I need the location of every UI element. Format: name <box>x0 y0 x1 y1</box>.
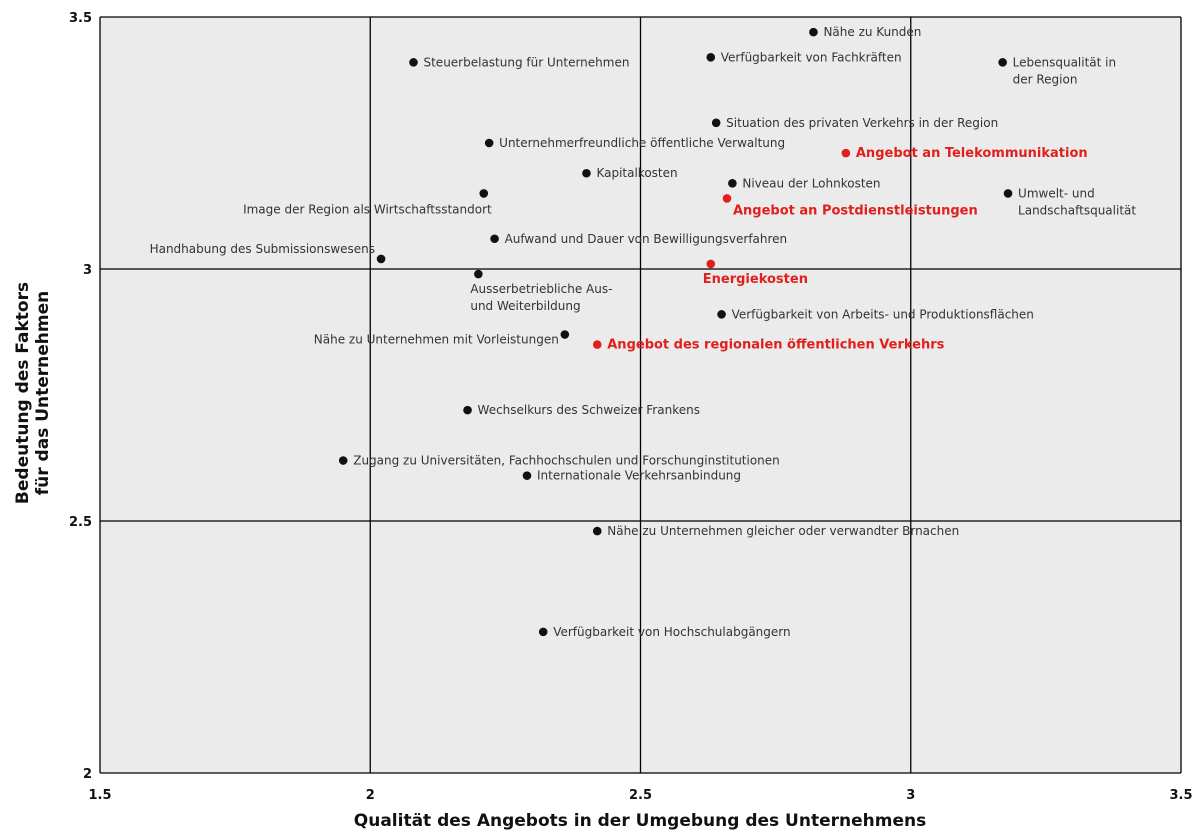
data-point-group: Niveau der Lohnkosten <box>728 176 881 190</box>
data-point <box>706 259 716 269</box>
data-point-label: Situation des privaten Verkehrs in der R… <box>726 116 998 130</box>
data-point <box>522 471 532 480</box>
data-point <box>560 330 570 339</box>
data-point-group: Image der Region als Wirtschaftsstandort <box>243 189 492 216</box>
data-point-label: Kapitalkosten <box>596 166 677 180</box>
data-point-group: Nähe zu Kunden <box>809 25 921 39</box>
data-point-group: Unternehmerfreundliche öffentliche Verwa… <box>484 136 785 150</box>
data-point <box>722 194 732 203</box>
x-axis-title: Qualität des Angebots in der Umgebung de… <box>354 811 926 831</box>
data-point-group: Steuerbelastung für Unternehmen <box>409 55 629 69</box>
data-point-group: Nähe zu Unternehmen gleicher oder verwan… <box>592 524 959 538</box>
data-point-label: Handhabung des Submissionswesens <box>150 242 375 256</box>
data-point <box>376 254 386 264</box>
data-points: Nähe zu Kunden Steuerbelastung für Untern… <box>150 25 1137 639</box>
data-point-label: Wechselkurs des Schweizer Frankens <box>478 403 700 417</box>
data-point-label: Verfügbarkeit von Arbeits- und Produktio… <box>732 307 1034 321</box>
tick-labels: 1.5 2 2.5 3 3.5 2 2.5 3 3.5 <box>69 11 1193 803</box>
data-point-label: Verfügbarkeit von Hochschulabgängern <box>553 625 790 639</box>
data-point-label: Zugang zu Universitäten, Fachhochschulen… <box>353 454 780 468</box>
data-point-label: Ausserbetriebliche Aus-und Weiterbildung <box>470 282 612 313</box>
data-point <box>463 405 472 415</box>
data-point-group: Handhabung des Submissionswesens <box>150 242 386 264</box>
data-point-group: Nähe zu Unternehmen mit Vorleistungen <box>314 330 570 347</box>
y-tick-label: 3 <box>83 263 92 278</box>
data-point <box>474 269 483 279</box>
data-point <box>582 168 591 178</box>
data-point-group: Zugang zu Universitäten, Fachhochschulen… <box>338 454 780 468</box>
data-point-group: Energiekosten <box>703 259 808 287</box>
x-tick-label: 2 <box>366 788 375 803</box>
data-point-label: Angebot an Telekommunikation <box>856 146 1088 161</box>
data-point <box>479 189 489 198</box>
data-point-group: Lebensqualität in der Region <box>998 55 1116 86</box>
data-point-label: Image der Region als Wirtschaftsstandort <box>243 202 492 216</box>
x-tick-label: 3 <box>906 788 915 803</box>
data-point <box>717 310 726 319</box>
data-point-label: Aufwand und Dauer von Bewilligungsverfah… <box>505 232 788 246</box>
data-point-group: Internationale Verkehrsanbindung <box>522 469 741 483</box>
data-point <box>1003 189 1013 198</box>
grid-lines <box>99 16 1182 774</box>
data-point-label: Nähe zu Unternehmen gleicher oder verwan… <box>607 524 959 538</box>
y-axis-title: Bedeutung des Faktors für das Unternehme… <box>13 282 53 504</box>
y-axis-title-line-1: Bedeutung des Faktors <box>13 282 33 504</box>
data-point-group: Angebot an Postdienstleistungen <box>722 194 978 218</box>
data-point <box>338 456 348 465</box>
data-point-group: Angebot an Telekommunikation <box>841 146 1088 161</box>
x-tick-label: 1.5 <box>88 788 111 803</box>
data-point <box>592 340 602 349</box>
x-tick-label: 3.5 <box>1169 788 1192 803</box>
data-point <box>711 118 721 128</box>
y-tick-label: 2 <box>83 767 92 782</box>
data-point-group: Verfügbarkeit von Hochschulabgängern <box>538 625 791 639</box>
data-point <box>490 234 499 244</box>
data-point-group: Umwelt- und Landschaftsqualität <box>1003 186 1136 217</box>
data-point-label: Verfügbarkeit von Fachkräften <box>721 50 902 64</box>
data-point <box>998 58 1007 67</box>
data-point-group: Angebot des regionalen öffentlichen Verk… <box>592 338 945 353</box>
y-axis-title-line-2: für das Unternehmen <box>33 291 53 496</box>
data-point-label: Angebot an Postdienstleistungen <box>733 203 978 218</box>
data-point-label: Nähe zu Unternehmen mit Vorleistungen <box>314 333 559 347</box>
data-point-label: Nähe zu Kunden <box>823 25 921 39</box>
data-point-group: Verfügbarkeit von Fachkräften <box>706 50 902 64</box>
data-point-group: Verfügbarkeit von Arbeits- und Produktio… <box>717 307 1034 321</box>
y-tick-label: 2.5 <box>69 515 92 530</box>
data-point-label: Internationale Verkehrsanbindung <box>537 469 741 483</box>
data-point-group: Wechselkurs des Schweizer Frankens <box>463 403 700 417</box>
data-point <box>841 148 851 158</box>
data-point-label: Unternehmerfreundliche öffentliche Verwa… <box>499 136 785 150</box>
data-point-label: Steuerbelastung für Unternehmen <box>423 55 629 69</box>
data-point <box>484 138 494 148</box>
data-point <box>809 27 818 37</box>
x-tick-label: 2.5 <box>629 788 652 803</box>
data-point-label: Niveau der Lohnkosten <box>742 176 880 190</box>
data-point-group: Situation des privaten Verkehrs in der R… <box>711 116 998 130</box>
data-point <box>538 627 548 637</box>
data-point-label: Umwelt- und Landschaftsqualität <box>1018 186 1136 217</box>
data-point-label: Lebensqualität in der Region <box>1013 55 1116 86</box>
data-point <box>706 53 716 62</box>
data-point <box>592 526 602 536</box>
data-point-group: Ausserbetriebliche Aus-und Weiterbildung <box>470 269 612 313</box>
data-point <box>728 179 737 188</box>
data-point-label: Angebot des regionalen öffentlichen Verk… <box>607 338 944 353</box>
data-point-group: Kapitalkosten <box>582 166 678 180</box>
y-tick-label: 3.5 <box>69 11 92 26</box>
data-point-label: Energiekosten <box>703 272 808 287</box>
data-point-group: Aufwand und Dauer von Bewilligungsverfah… <box>490 232 787 246</box>
data-point <box>409 58 418 67</box>
